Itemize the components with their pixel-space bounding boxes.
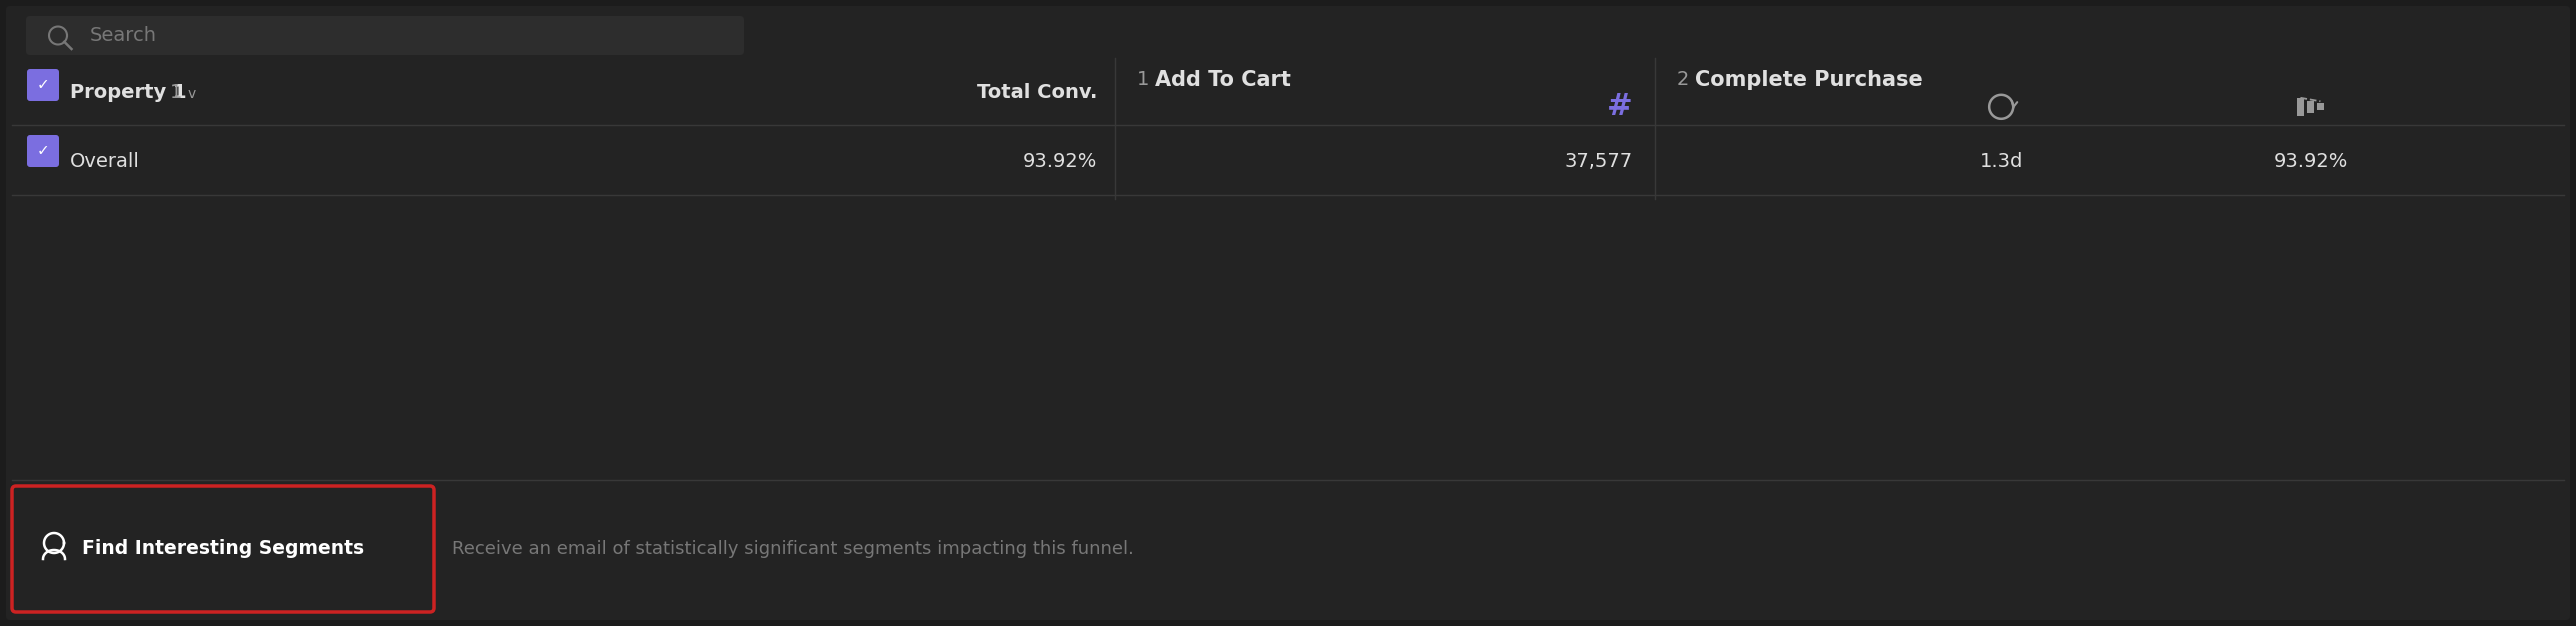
- Bar: [2316, 103, 2324, 110]
- Text: 93.92%: 93.92%: [2275, 152, 2349, 171]
- Text: 37,577: 37,577: [1564, 152, 1633, 171]
- FancyBboxPatch shape: [5, 6, 2571, 620]
- FancyBboxPatch shape: [26, 135, 59, 167]
- Text: Find Interesting Segments: Find Interesting Segments: [82, 540, 363, 558]
- Text: 1: 1: [1136, 70, 1149, 89]
- Text: Search: Search: [90, 26, 157, 45]
- Bar: [2298, 98, 2303, 116]
- Text: Total Conv.: Total Conv.: [976, 83, 1097, 102]
- Text: 2: 2: [1677, 70, 1690, 89]
- Text: #: #: [1607, 92, 1633, 121]
- FancyBboxPatch shape: [26, 16, 744, 55]
- Text: ✓: ✓: [36, 78, 49, 93]
- Text: Add To Cart: Add To Cart: [1154, 69, 1291, 90]
- Text: 1: 1: [170, 83, 183, 102]
- Text: Complete Purchase: Complete Purchase: [1695, 69, 1922, 90]
- Text: Receive an email of statistically significant segments impacting this funnel.: Receive an email of statistically signif…: [451, 540, 1133, 558]
- Text: v: v: [188, 88, 196, 101]
- Text: 93.92%: 93.92%: [1023, 152, 1097, 171]
- Text: ✓: ✓: [36, 143, 49, 158]
- Text: Property 1: Property 1: [70, 83, 185, 102]
- Text: Overall: Overall: [70, 152, 139, 171]
- Text: 1.3d: 1.3d: [1978, 152, 2022, 171]
- Bar: [2308, 101, 2313, 113]
- FancyBboxPatch shape: [13, 486, 433, 612]
- FancyBboxPatch shape: [26, 69, 59, 101]
